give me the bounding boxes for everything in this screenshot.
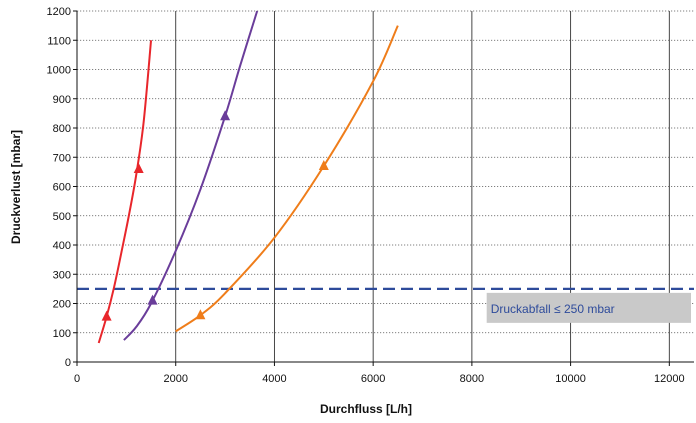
y-tick-label: 1100 (47, 35, 71, 47)
x-tick-label: 6000 (361, 373, 385, 385)
threshold-label: Druckabfall ≤ 250 mbar (491, 302, 615, 316)
x-tick-label: 12000 (654, 373, 685, 385)
series-marker-2 (147, 294, 158, 305)
tick-labels: 0 100 200 300 400 500 600 700 800 900 1000 1100 1200… (47, 6, 685, 385)
y-tick-label: 800 (53, 123, 71, 135)
y-tick-label: 1000 (47, 65, 71, 77)
y-tick-label: 700 (53, 152, 71, 164)
y-tick-label: 900 (53, 94, 71, 106)
y-tick-label: 600 (53, 182, 71, 194)
y-tick-label: 200 (53, 299, 71, 311)
y-tick-label: 100 (53, 328, 71, 340)
x-axis-title: Durchfluss [L/h] (320, 402, 412, 416)
x-tick-label: 4000 (262, 373, 286, 385)
x-tick-label: 8000 (460, 373, 484, 385)
series-marker-2 (220, 110, 231, 121)
y-tick-label: 300 (53, 269, 71, 281)
x-tick-label: 0 (74, 373, 80, 385)
series-group (97, 10, 399, 344)
series-marker-1 (133, 162, 144, 173)
y-tick-label: 500 (53, 211, 71, 223)
series-marker-3 (318, 160, 329, 171)
threshold-label-box (486, 292, 691, 323)
series-marker-1 (101, 310, 112, 321)
y-tick-label: 1200 (47, 6, 71, 18)
x-tick-label: 2000 (163, 373, 187, 385)
y-axis-title: Druckverlust [mbar] (9, 130, 23, 244)
y-tick-label: 400 (53, 240, 71, 252)
series-line-2 (123, 10, 259, 341)
y-tick-label: 0 (65, 357, 71, 369)
axes-group (73, 10, 694, 366)
x-tick-label: 10000 (555, 373, 586, 385)
series-marker-3 (195, 309, 206, 320)
threshold-group: Druckabfall ≤ 250 mbar (77, 287, 694, 323)
